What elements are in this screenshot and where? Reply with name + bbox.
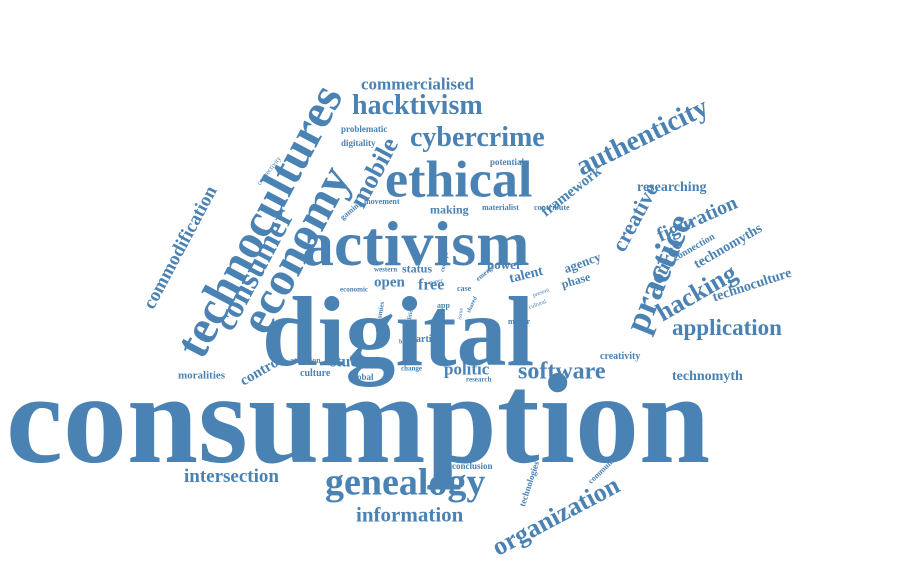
word-digitality: digitality — [341, 137, 376, 148]
word-culture: culture — [300, 368, 331, 380]
word-economic: economic — [340, 285, 368, 294]
word-cybercrime: cybercrime — [410, 122, 545, 154]
word-change: change — [401, 364, 422, 373]
word-materialist: materialist — [482, 202, 519, 212]
word-article: article — [416, 334, 444, 346]
word-present: present — [532, 287, 551, 299]
word-information: information — [356, 502, 464, 527]
word-technomyth: technomyth — [672, 369, 743, 385]
word-genealogy: genealogy — [325, 461, 486, 504]
word-case: case — [457, 283, 472, 293]
word-power: power — [487, 256, 522, 272]
word-digital: digital — [262, 276, 535, 387]
word-ethical: ethical — [385, 151, 533, 209]
word-moralities: moralities — [178, 369, 226, 382]
word-open: open — [374, 274, 405, 291]
word-making: making — [430, 202, 469, 217]
word-software: software — [518, 358, 606, 385]
word-politic: politic — [444, 359, 490, 379]
word-problematic: problematic — [341, 123, 388, 134]
word-app: app — [437, 300, 450, 310]
word-researching: researching — [637, 180, 707, 196]
word-phase: phase — [559, 269, 592, 292]
word-intersection: intersection — [184, 466, 279, 488]
word-creativity: creativity — [600, 351, 641, 363]
word-status: status — [402, 261, 433, 276]
word-application: application — [672, 315, 782, 341]
word-consumption: consumption — [6, 348, 711, 491]
word-movement: movement — [364, 196, 400, 206]
word-free: free — [418, 276, 445, 294]
word-hacktivism: hacktivism — [352, 90, 483, 122]
word-maker: maker — [508, 316, 531, 326]
word-broad: broad — [399, 339, 415, 346]
word-commercialised: commercialised — [361, 74, 474, 94]
word-global: global — [350, 371, 374, 382]
word-western: western — [374, 265, 398, 274]
word-contribute: contribute — [534, 202, 570, 212]
word-studies: studies — [330, 353, 378, 371]
word-research: research — [466, 375, 492, 384]
word-activism: activism — [302, 208, 530, 280]
word-conclusion: conclusion — [452, 460, 493, 471]
word-attention: attention — [290, 355, 321, 365]
word-potential: potential — [490, 156, 525, 167]
